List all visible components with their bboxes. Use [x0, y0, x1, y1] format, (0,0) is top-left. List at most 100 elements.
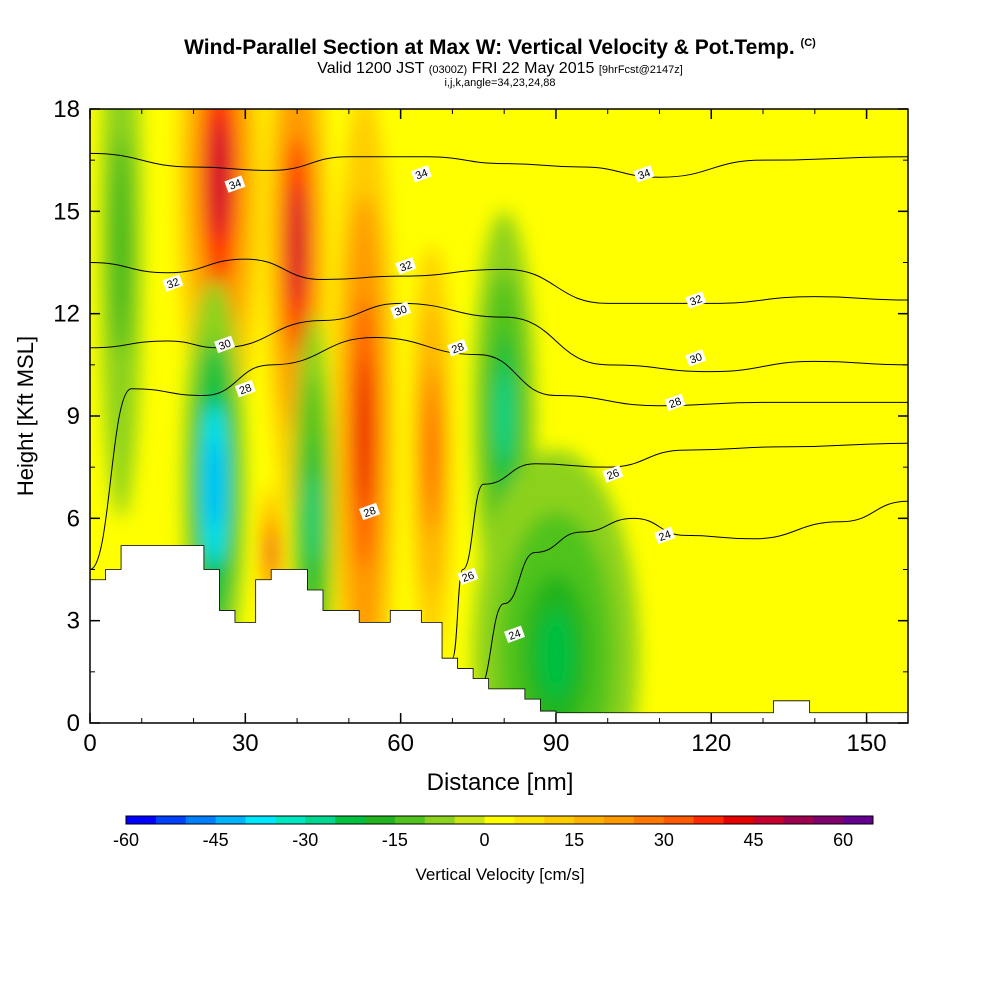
colorbar-swatch	[275, 816, 306, 824]
y-axis-label: Height [Kft MSL]	[13, 336, 38, 496]
isentrope-contours	[90, 152, 908, 690]
contour-label-30: 30	[685, 349, 707, 367]
colorbar-swatch	[245, 816, 276, 824]
contour-label-34: 34	[633, 165, 655, 183]
colorbar-tick-label: -45	[203, 830, 229, 850]
colorbar-swatch	[544, 816, 575, 824]
downdraft-core	[307, 472, 318, 565]
colorbar-swatch	[663, 816, 695, 824]
x-tick-label: 60	[387, 730, 414, 757]
colorbar-swatch	[365, 816, 396, 824]
contour-label-text: 28	[362, 505, 378, 520]
updraft-core	[290, 184, 305, 307]
x-tick-label: 120	[691, 730, 731, 757]
colorbar: -60 -45 -30 -15 0 15 30 45 60	[113, 815, 874, 850]
chart-indices: i,j,k,angle=34,23,24,88	[444, 77, 556, 89]
contour-label-text: 32	[398, 259, 414, 274]
contour-label-bg	[685, 349, 707, 367]
colorbar-swatch	[335, 816, 366, 824]
contour-label-bg	[654, 526, 676, 545]
colorbar-tick-label: -15	[382, 830, 408, 850]
contour-label-text: 28	[450, 341, 466, 356]
colorbar-swatch	[843, 816, 874, 824]
updraft-core	[427, 404, 437, 497]
isentrope-24	[478, 500, 908, 690]
contour-label-text: 28	[668, 396, 684, 411]
x-tick-label: 30	[232, 730, 259, 757]
x-tick-label: 90	[543, 730, 570, 757]
contour-label-bg	[602, 465, 624, 483]
chart-title: Wind-Parallel Section at Max W: Vertical…	[184, 36, 816, 59]
chart-subtitle: Valid 1200 JST (0300Z) FRI 22 May 2015 […	[317, 60, 683, 77]
contour-label-28: 28	[359, 502, 381, 521]
updraft-core	[268, 537, 274, 568]
contour-label-28: 28	[447, 339, 469, 357]
colorbar-swatch	[394, 816, 426, 824]
updraft-core	[210, 115, 229, 239]
contour-label-32: 32	[162, 274, 184, 292]
terrain-mask	[90, 545, 908, 723]
valid-date: FRI 22 May 2015	[471, 60, 595, 77]
colorbar-swatch	[514, 816, 545, 824]
colorbar-swatch	[574, 816, 605, 824]
contour-label-text: 26	[460, 570, 476, 585]
contour-label-32: 32	[685, 291, 707, 309]
contour-label-26: 26	[602, 465, 624, 483]
downdraft-core	[116, 184, 126, 307]
colorbar-tick-label: 30	[654, 830, 674, 850]
contour-label-32: 32	[395, 257, 417, 275]
x-axis-label: Distance [nm]	[427, 769, 574, 796]
contour-label-bg	[410, 165, 432, 183]
contour-label-34: 34	[410, 165, 432, 183]
y-tick-label: 0	[67, 710, 80, 737]
downdraft-core	[497, 369, 512, 463]
contour-label-bg	[214, 335, 236, 354]
contour-label-text: 30	[217, 338, 233, 353]
terrain-profile	[90, 545, 908, 723]
contour-label-bg	[162, 274, 184, 292]
colorbar-swatch	[753, 816, 784, 824]
colorbar-swatch	[723, 816, 754, 824]
x-tick-label: 150	[847, 730, 887, 757]
contour-label-text: 34	[227, 177, 243, 192]
contour-label-bg	[504, 625, 526, 644]
downdraft-core	[207, 438, 222, 531]
colorbar-frame	[125, 815, 874, 825]
contour-label-text: 34	[414, 167, 430, 182]
colorbar-swatch	[305, 816, 336, 824]
colorbar-tick-label: 15	[564, 830, 584, 850]
isentrope-32	[90, 258, 908, 304]
colorbar-swatch	[484, 816, 515, 824]
updraft-core	[357, 356, 372, 510]
contour-label-30: 30	[214, 335, 236, 354]
contour-label-text: 24	[507, 628, 523, 643]
contour-label-bg	[359, 502, 381, 521]
y-tick-label: 15	[53, 198, 80, 225]
forecast-info: [9hrFcst@2147z]	[598, 64, 683, 76]
colorbar-tick-label: 45	[743, 830, 763, 850]
colorbar-tick-label: 60	[833, 830, 853, 850]
colorbar-swatch	[215, 816, 247, 824]
colorbar-swatch	[126, 816, 157, 824]
contour-label-bg	[685, 291, 707, 309]
field-blobs	[100, 109, 639, 723]
colorbar-swatch	[783, 816, 814, 824]
colorbar-swatch	[155, 816, 187, 824]
y-tick-label: 18	[53, 96, 80, 123]
y-tick-label: 3	[67, 608, 80, 635]
y-tick-label: 12	[53, 301, 80, 328]
isentrope-34	[90, 152, 908, 178]
colorbar-swatch	[813, 816, 844, 824]
colorbar-swatch	[185, 816, 217, 824]
velocity-field	[90, 109, 908, 723]
contour-label-text: 30	[688, 351, 704, 366]
contour-label-34: 34	[224, 175, 246, 193]
contour-label-30: 30	[390, 301, 412, 319]
valid-utc: (0300Z)	[428, 64, 468, 76]
y-tick-label: 6	[67, 505, 80, 532]
contour-label-text: 28	[238, 382, 254, 397]
x-tick-label: 0	[83, 730, 96, 757]
contour-label-28: 28	[234, 379, 256, 398]
